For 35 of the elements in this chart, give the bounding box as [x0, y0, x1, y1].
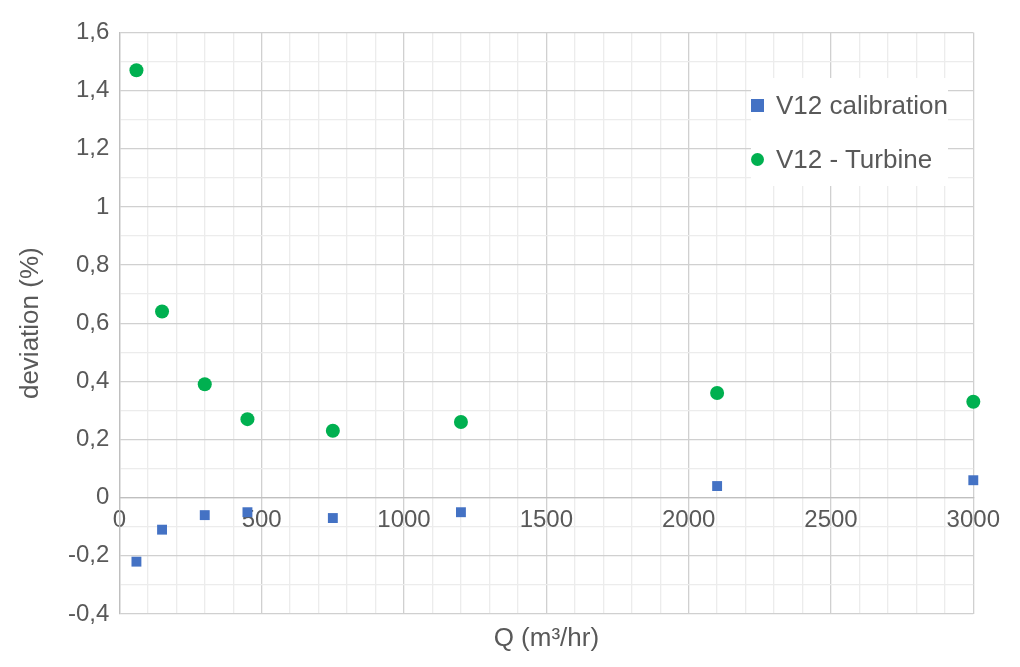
- x-axis-title: Q (m³/hr): [493, 622, 600, 652]
- point: [710, 385, 725, 400]
- point: [968, 475, 979, 486]
- point: [327, 513, 338, 523]
- x-tick-label: 2500: [804, 504, 858, 532]
- y-tick-label: 1,2: [75, 133, 110, 161]
- legend-label: V12 - Turbine: [776, 143, 933, 175]
- y-tick-label: 1: [96, 191, 110, 219]
- point: [453, 415, 468, 430]
- point: [325, 423, 340, 438]
- legend-label: V12 calibration: [776, 89, 948, 121]
- x-tick-label: 2000: [661, 504, 716, 532]
- point: [157, 524, 167, 535]
- y-tick-label: 1,4: [75, 75, 110, 103]
- y-tick-label: 0: [96, 482, 110, 510]
- x-tick-label: 3000: [946, 504, 1000, 532]
- x-tick-label: 1500: [519, 504, 574, 532]
- y-tick-label: -0,2: [68, 540, 110, 568]
- point: [966, 394, 981, 409]
- x-tick-label: 1000: [377, 504, 431, 532]
- point: [197, 377, 212, 392]
- y-tick-label: 0,6: [75, 307, 110, 335]
- point: [455, 507, 466, 518]
- point: [240, 412, 255, 427]
- y-tick-label: -0,4: [68, 598, 110, 626]
- y-tick-label: 0,8: [75, 249, 110, 277]
- point: [155, 304, 170, 319]
- y-tick-label: 0,2: [75, 424, 110, 452]
- y-tick-label: 0,4: [75, 365, 110, 393]
- point: [129, 63, 144, 78]
- point: [712, 481, 723, 491]
- point: [131, 556, 142, 567]
- point: [199, 510, 210, 521]
- y-tick-label: 1,6: [75, 17, 110, 45]
- y-axis-title: deviation (%): [14, 247, 44, 400]
